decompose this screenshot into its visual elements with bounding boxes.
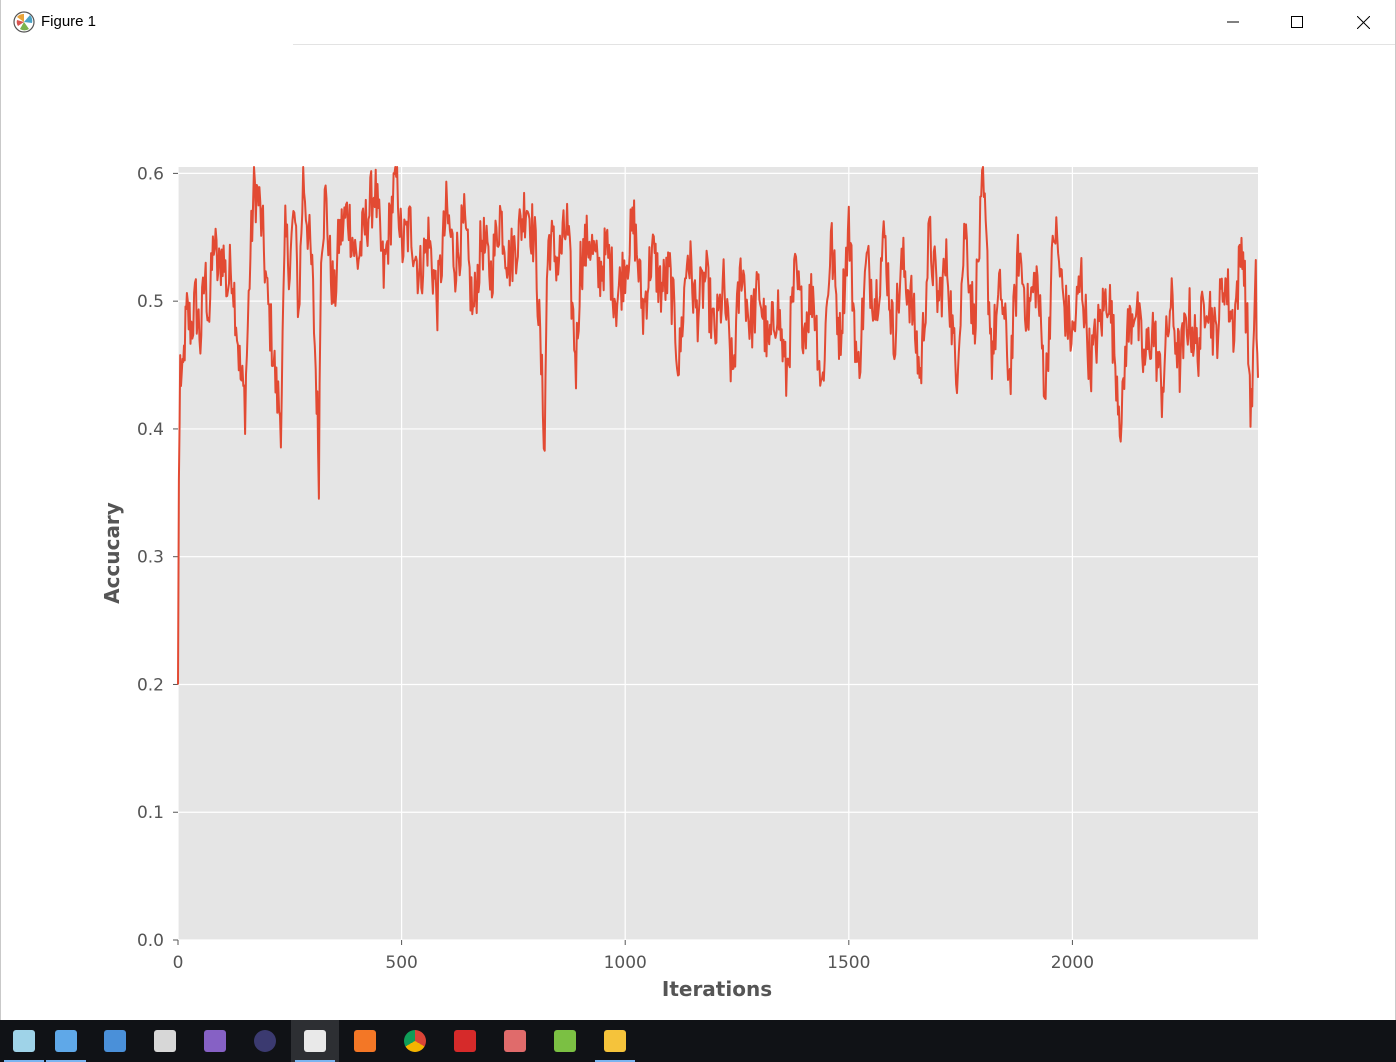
youtube-dl-icon	[454, 1030, 476, 1052]
taskbar-button-notepadpp[interactable]	[0, 1020, 48, 1062]
y-tick-label: 0.4	[137, 420, 164, 440]
control-panel-icon	[104, 1030, 126, 1052]
y-tick-label: 0.5	[137, 292, 164, 312]
title-divider	[293, 44, 1395, 45]
grid-lines	[177, 167, 1258, 941]
python-icon	[304, 1030, 326, 1052]
this-pc-icon	[55, 1030, 77, 1052]
title-bar[interactable]: Figure 1	[1, 0, 1395, 44]
taskbar	[0, 1020, 1396, 1062]
y-axis-label: Accucary	[100, 502, 124, 604]
x-tick-label: 1000	[604, 953, 647, 973]
taskbar-button-this-pc[interactable]	[42, 1020, 90, 1062]
x-axis-label: Iterations	[662, 977, 772, 1001]
file-explorer-icon	[604, 1030, 626, 1052]
minimize-button[interactable]	[1201, 0, 1265, 44]
taskbar-button-python[interactable]	[291, 1020, 339, 1062]
x-tick-label: 2000	[1051, 953, 1094, 973]
taskbar-button-chrome[interactable]	[391, 1020, 439, 1062]
jupyter-icon	[354, 1030, 376, 1052]
taskbar-button-jupyter[interactable]	[341, 1020, 389, 1062]
figure-canvas[interactable]: 0 500 1000 1500 2000 0.0 0.1 0.2 0.3 0.4 0.5 0.6 It…	[1, 45, 1395, 1020]
axis-ticks: 0 500 1000 1500 2000 0.0 0.1 0.2 0.3 0.4 0.5 0.6	[137, 164, 1094, 973]
maximize-button[interactable]	[1265, 0, 1329, 44]
visual-studio-icon	[204, 1030, 226, 1052]
window-title: Figure 1	[41, 13, 97, 30]
taskbar-button-paint[interactable]	[491, 1020, 539, 1062]
minimize-icon	[1227, 21, 1239, 23]
chrome-icon	[404, 1030, 426, 1052]
remote-desktop-icon	[154, 1030, 176, 1052]
taskbar-button-git[interactable]	[541, 1020, 589, 1062]
matplotlib-icon	[13, 11, 35, 33]
eclipse-icon	[254, 1030, 276, 1052]
figure-window: Figure 1 0 500 1000 1500 2000 0.0 0.1 0.2 0.3 0.4…	[0, 0, 1396, 1020]
x-tick-label: 0	[173, 953, 184, 973]
y-tick-label: 0.0	[137, 931, 164, 951]
y-tick-label: 0.6	[137, 164, 164, 184]
x-tick-label: 1500	[827, 953, 870, 973]
y-tick-label: 0.2	[137, 675, 164, 695]
taskbar-button-visual-studio[interactable]	[191, 1020, 239, 1062]
taskbar-button-youtube-dl[interactable]	[441, 1020, 489, 1062]
close-icon	[1356, 15, 1370, 29]
accuracy-line	[177, 166, 1259, 685]
plot-background	[178, 167, 1258, 940]
close-button[interactable]	[1331, 0, 1395, 44]
git-icon	[554, 1030, 576, 1052]
taskbar-button-eclipse[interactable]	[241, 1020, 289, 1062]
notepadpp-icon	[13, 1030, 35, 1052]
y-tick-label: 0.1	[137, 803, 164, 823]
line-chart: 0 500 1000 1500 2000 0.0 0.1 0.2 0.3 0.4 0.5 0.6 It…	[100, 164, 1259, 1001]
x-tick-label: 500	[385, 953, 417, 973]
paint-icon	[504, 1030, 526, 1052]
taskbar-button-control-panel[interactable]	[91, 1020, 139, 1062]
y-tick-label: 0.3	[137, 548, 164, 568]
taskbar-button-remote-desktop[interactable]	[141, 1020, 189, 1062]
maximize-icon	[1291, 16, 1303, 28]
taskbar-button-file-explorer[interactable]	[591, 1020, 639, 1062]
